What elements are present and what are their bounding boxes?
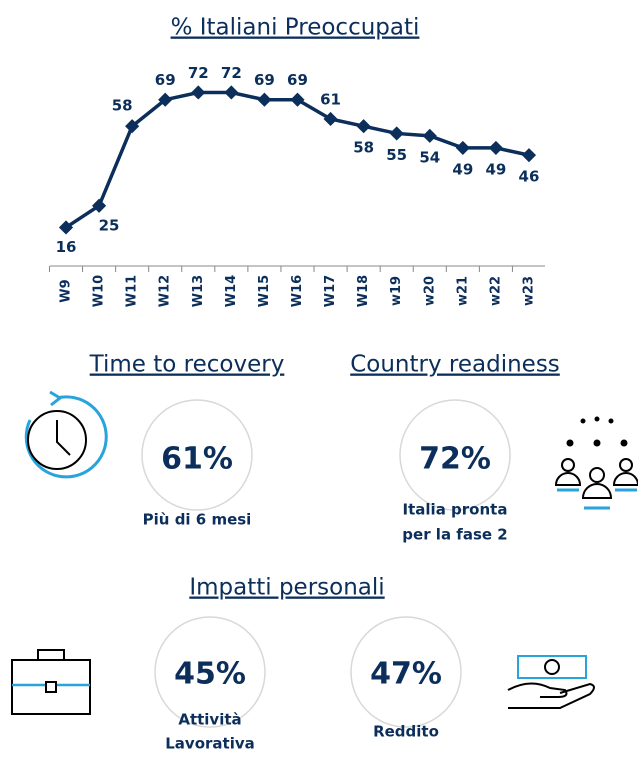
value-label: 54 xyxy=(419,148,440,166)
section-heading: Impatti personali xyxy=(189,575,384,601)
x-tick-label: W10 xyxy=(92,275,107,307)
value-label: 16 xyxy=(56,238,77,256)
hand-money-icon xyxy=(507,655,595,709)
stat-caption: Italia pronta xyxy=(403,501,508,519)
x-tick-label: W17 xyxy=(323,275,338,307)
value-label: 69 xyxy=(254,71,275,89)
point xyxy=(455,140,470,155)
value-label: 55 xyxy=(386,146,407,164)
section-heading: Country readiness xyxy=(350,352,560,378)
ring xyxy=(399,399,511,511)
value-label: 72 xyxy=(221,64,242,82)
value-label: 49 xyxy=(452,160,473,178)
ring xyxy=(350,616,462,728)
x-tick-label: W16 xyxy=(290,275,305,307)
stat-rings xyxy=(141,399,511,728)
section-heading: Time to recovery xyxy=(89,352,285,378)
stat-caption: Attività xyxy=(178,711,241,729)
stat-value: 47% xyxy=(370,657,442,692)
x-tick-label: W13 xyxy=(191,275,206,307)
x-tick-label: w19 xyxy=(389,276,404,306)
value-label: 72 xyxy=(188,64,209,82)
point xyxy=(290,92,305,107)
value-label: 58 xyxy=(353,139,374,157)
briefcase-icon xyxy=(11,649,91,715)
x-tick-label: w22 xyxy=(488,276,503,306)
stat-value: 45% xyxy=(174,657,246,692)
stat-caption: Reddito xyxy=(373,723,439,741)
point xyxy=(521,148,537,163)
ring xyxy=(141,399,253,511)
value-label: 69 xyxy=(287,71,308,89)
x-tick-label: w23 xyxy=(521,276,536,306)
point xyxy=(389,126,404,141)
chart-title: % Italiani Preoccupati xyxy=(171,15,420,41)
point xyxy=(323,111,338,127)
ring xyxy=(154,616,266,728)
stat-caption: Lavorativa xyxy=(165,735,255,753)
value-label: 49 xyxy=(485,160,506,178)
clock-icon xyxy=(24,390,108,479)
point xyxy=(191,85,206,100)
x-tick-label: W12 xyxy=(158,275,173,307)
x-tick-label: w20 xyxy=(422,276,437,306)
value-label: 58 xyxy=(112,97,133,115)
stat-value: 61% xyxy=(161,442,233,477)
point xyxy=(422,128,437,143)
people-icon xyxy=(554,416,638,510)
point xyxy=(257,92,272,107)
value-label: 46 xyxy=(519,168,540,186)
point xyxy=(488,140,503,155)
stat-value: 72% xyxy=(419,442,491,477)
value-label: 25 xyxy=(99,216,120,234)
stat-caption: per la fase 2 xyxy=(402,526,507,544)
value-label: 69 xyxy=(155,71,176,89)
point xyxy=(356,119,371,134)
x-tick-label: W15 xyxy=(257,275,272,307)
stat-caption: Più di 6 mesi xyxy=(143,511,252,529)
point xyxy=(224,85,239,100)
x-tick-label: W9 xyxy=(59,279,74,302)
x-tick-label: w21 xyxy=(455,276,470,306)
x-tick-label: W18 xyxy=(356,275,371,307)
x-tick-label: W14 xyxy=(224,275,239,307)
x-tick-label: W11 xyxy=(125,275,140,307)
value-label: 61 xyxy=(320,90,341,108)
